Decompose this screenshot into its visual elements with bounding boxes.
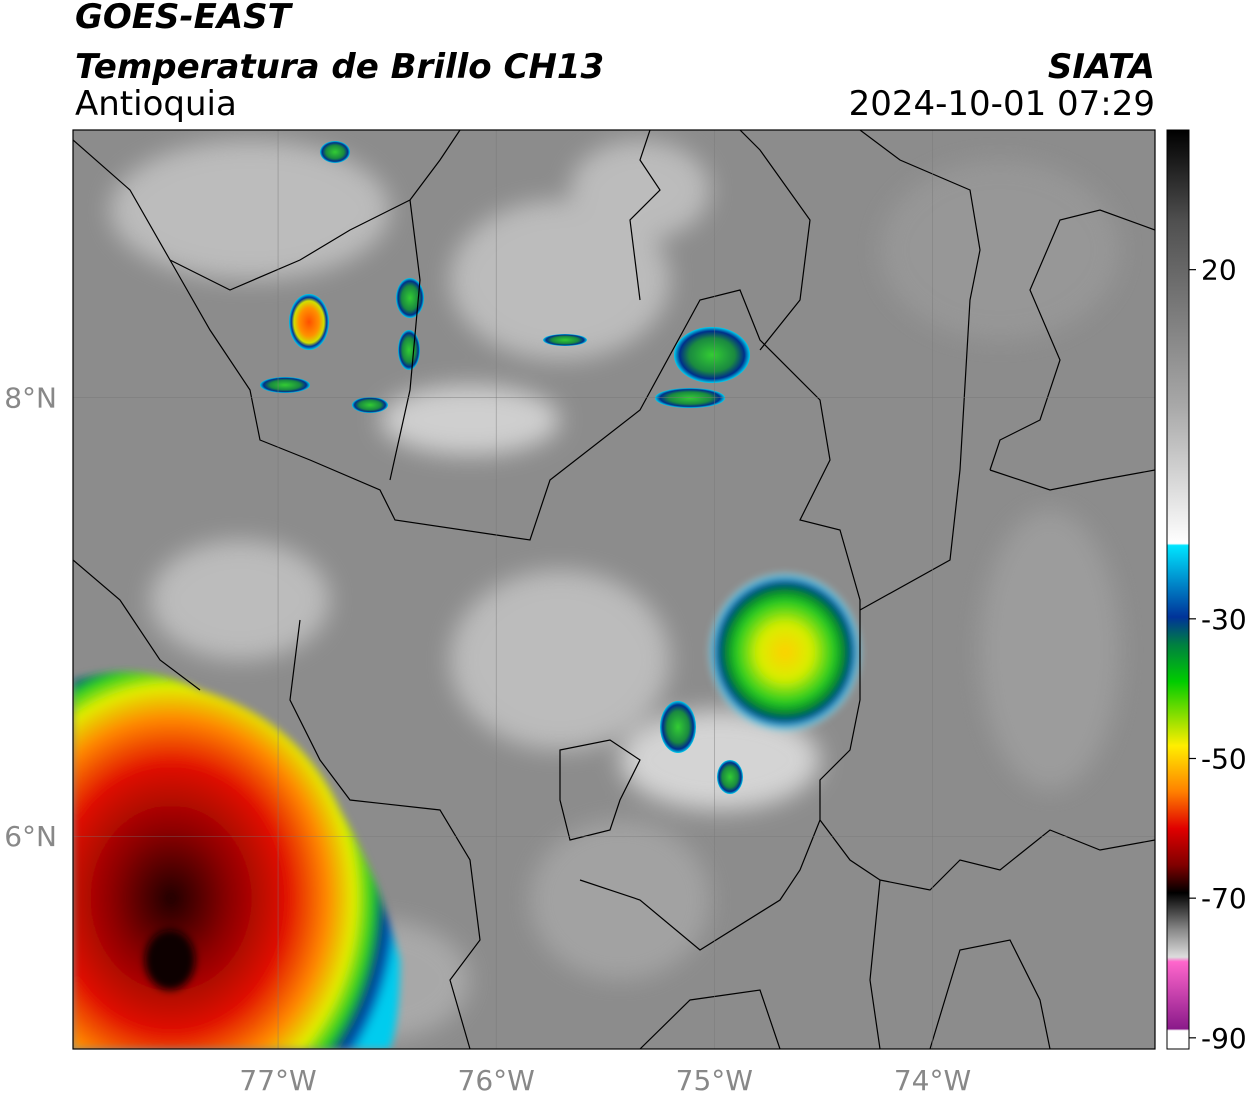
x-tick-label: 75°W [676,1064,753,1097]
y-tick-label: 6°N [4,820,57,853]
source: SIATA [1048,47,1155,87]
satellite-image [73,130,1155,1049]
map-frame [72,129,1156,1050]
x-tick-label: 77°W [239,1064,316,1097]
colorbar-tick-label: 20 [1201,254,1237,287]
graticule [73,130,1155,1049]
title: GOES-EAST [75,0,294,37]
x-tick-label: 76°W [458,1064,535,1097]
subtitle: Temperatura de Brillo CH13 [75,47,604,87]
colorbar [1166,129,1190,1050]
colorbar-tick-label: -30 [1201,603,1247,636]
colorbar-tick-label: -50 [1201,742,1247,775]
colorbar-tick-label: -70 [1201,882,1247,915]
x-tick-label: 74°W [894,1064,971,1097]
y-tick-label: 8°N [4,382,57,415]
colorbar-tick-label: -90 [1201,1022,1247,1055]
datetime: 2024-10-01 07:29 [849,84,1155,124]
region: Antioquia [75,84,237,124]
